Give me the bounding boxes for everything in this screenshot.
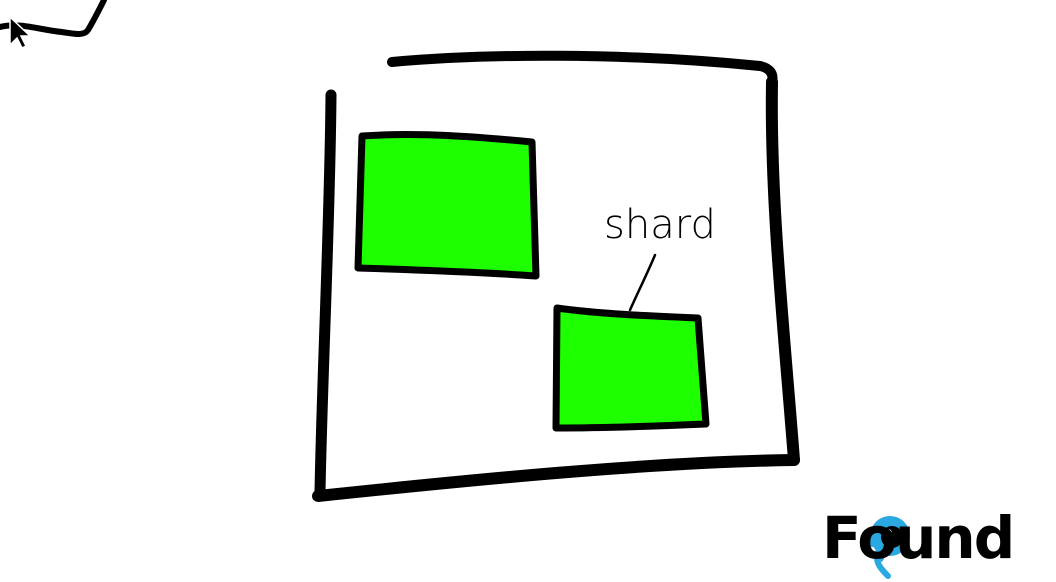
found-logo: Found — [822, 504, 1015, 579]
shard-label: shard — [604, 202, 716, 248]
shard-box-2 — [552, 304, 710, 432]
logo-text: Found — [822, 504, 1013, 572]
annotation-leader-line — [628, 253, 657, 312]
logo-magnifier-icon — [867, 516, 910, 579]
outer-box — [312, 50, 800, 502]
mouse-pointer-icon — [9, 15, 32, 50]
sketch-stroke — [0, 0, 107, 37]
shard-box-1 — [354, 131, 540, 280]
